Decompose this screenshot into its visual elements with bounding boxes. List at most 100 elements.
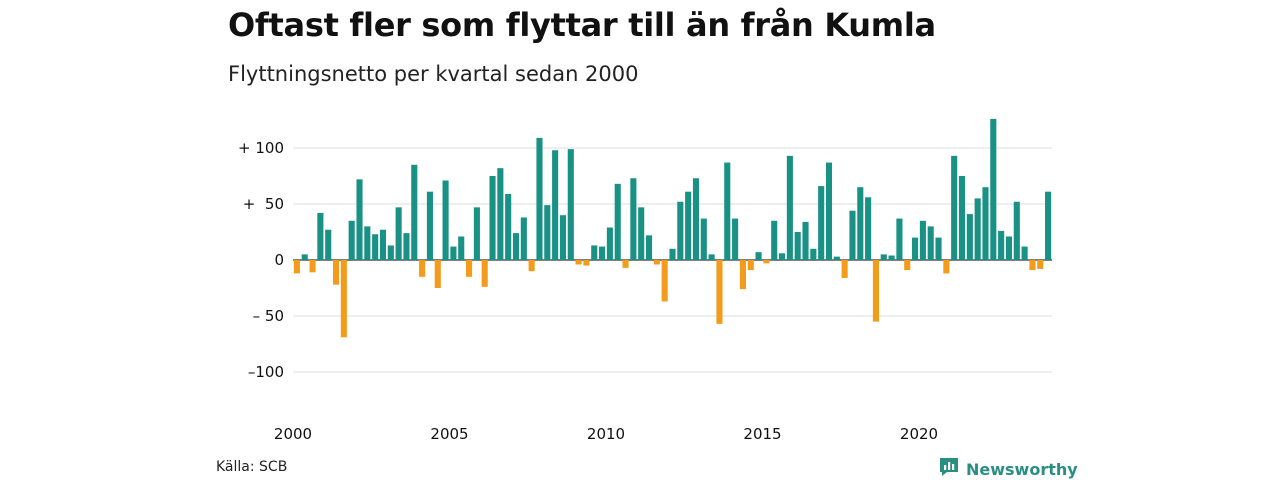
bar-negative [661, 260, 668, 302]
bar-positive [458, 236, 465, 260]
bar-positive [411, 164, 418, 260]
bar-positive [802, 221, 809, 260]
bar-positive [442, 180, 449, 260]
bar-positive [732, 218, 739, 260]
bar-negative [841, 260, 848, 278]
bar-positive [849, 210, 856, 260]
bar-positive [818, 186, 825, 260]
bar-positive [982, 187, 989, 260]
brand-name: Newsworthy [966, 459, 1078, 479]
x-tick-label: 2005 [430, 425, 468, 443]
bar-positive [865, 197, 872, 260]
bar-positive [325, 229, 332, 260]
bar-positive [912, 237, 919, 260]
bar-positive [473, 207, 480, 260]
bar-positive [1021, 246, 1028, 260]
bar-positive [544, 205, 551, 260]
newsworthy-logo-icon [938, 456, 960, 482]
bar-negative [583, 260, 590, 266]
bar-positive [692, 178, 700, 260]
bar-negative [622, 260, 629, 268]
bar-positive [935, 237, 942, 260]
bars [293, 118, 1052, 338]
bar-negative [434, 260, 441, 288]
bar-positive [403, 233, 410, 260]
bar-positive [356, 179, 363, 260]
bar-positive [810, 248, 817, 260]
bar-positive [536, 137, 543, 260]
bar-positive [591, 245, 598, 260]
bar-negative [575, 260, 582, 265]
bar-positive [614, 183, 621, 260]
bar-positive [677, 201, 684, 260]
brand-logo[interactable]: Newsworthy [938, 456, 1078, 482]
bar-positive [552, 150, 559, 260]
bar-positive [372, 234, 379, 260]
bar-positive [669, 248, 676, 260]
bar-negative [653, 260, 660, 265]
bar-positive [497, 168, 504, 260]
x-tick-label: 2010 [587, 425, 625, 443]
bar-positive [1013, 201, 1020, 260]
bar-positive [786, 155, 793, 260]
bar-positive [450, 246, 457, 260]
bar-positive [896, 218, 903, 260]
source-note: Källa: SCB [216, 459, 288, 475]
bar-negative [332, 260, 340, 285]
bar-positive [1045, 191, 1052, 260]
bar-positive [794, 232, 801, 260]
bar-positive [778, 253, 786, 260]
bar-negative [872, 260, 879, 322]
y-tick-label: 0 [274, 251, 284, 269]
bar-negative [481, 260, 488, 287]
bar-positive [724, 162, 731, 260]
bar-positive [755, 252, 762, 260]
bar-positive [567, 149, 574, 260]
bar-positive [708, 254, 715, 260]
x-axis-tick-labels: 2000 2005 2010 2015 2020 [274, 425, 938, 443]
bar-negative [1037, 260, 1044, 269]
chart-title: Oftast fler som flyttar till än från Kum… [228, 6, 936, 44]
y-tick-label: + 100 [238, 139, 284, 157]
x-tick-label: 2000 [274, 425, 312, 443]
bar-positive [857, 187, 864, 260]
bar-positive [387, 245, 394, 260]
bar-positive [919, 220, 926, 260]
bar-positive [606, 227, 613, 260]
y-axis-tick-labels: + 100 + 50 0 – 50 –100 [238, 139, 284, 381]
bar-positive [1005, 236, 1013, 260]
bar-negative [716, 260, 723, 324]
bar-negative [763, 260, 770, 264]
bar-positive [951, 155, 958, 260]
bar-negative [1029, 260, 1036, 271]
bar-positive [700, 218, 707, 260]
bar-positive [599, 246, 606, 260]
bar-positive [364, 226, 371, 260]
bar-positive [301, 254, 308, 260]
bar-negative [904, 260, 911, 271]
bar-positive [990, 118, 997, 260]
bar-positive [966, 214, 973, 260]
y-tick-label: + 50 [243, 195, 284, 213]
bar-positive [974, 198, 981, 260]
bar-negative [528, 260, 535, 272]
bar-positive [638, 207, 645, 260]
bar-negative [739, 260, 746, 290]
bar-positive [489, 176, 496, 260]
bar-positive [520, 217, 527, 260]
bar-positive [395, 207, 402, 260]
bar-positive [426, 191, 433, 260]
bar-negative [747, 260, 754, 271]
bar-positive [888, 255, 895, 260]
bar-positive [998, 230, 1005, 260]
x-tick-label: 2020 [900, 425, 938, 443]
bar-positive [771, 220, 778, 260]
bar-positive [505, 193, 512, 260]
bar-positive [833, 256, 840, 260]
bar-positive [685, 191, 692, 260]
bar-positive [958, 176, 966, 260]
bar-positive [559, 215, 566, 260]
bar-negative [293, 260, 300, 274]
chart-subtitle: Flyttningsnetto per kvartal sedan 2000 [228, 62, 639, 86]
bar-positive [348, 220, 355, 260]
